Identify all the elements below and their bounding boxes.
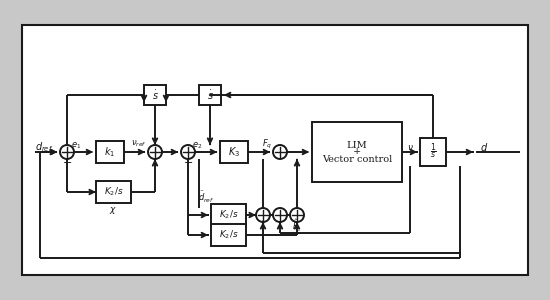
Circle shape: [256, 208, 270, 222]
Text: $d$: $d$: [480, 141, 488, 153]
Text: $e_2$: $e_2$: [192, 141, 202, 151]
Text: $\nu_{ref}$: $\nu_{ref}$: [131, 139, 147, 149]
Text: $\hat{F}_L$: $\hat{F}_L$: [292, 218, 302, 234]
Text: $\dot{i}$: $\dot{i}$: [261, 219, 265, 233]
Text: $-$: $-$: [183, 156, 193, 166]
Text: $\ddot{d}_{ref}$: $\ddot{d}_{ref}$: [198, 189, 214, 205]
Text: $K_2/s$: $K_2/s$: [219, 209, 238, 221]
Text: $K_2/s$: $K_2/s$: [103, 186, 123, 198]
Bar: [22, 25, 528, 275]
Text: $\frac{1}{s}$: $\frac{1}{s}$: [430, 142, 437, 162]
Bar: [211, 224, 246, 246]
Text: $\dot{s}$: $\dot{s}$: [207, 88, 213, 102]
Bar: [96, 181, 131, 203]
Bar: [420, 138, 446, 166]
Text: $\chi$: $\chi$: [109, 205, 117, 215]
Circle shape: [273, 145, 287, 159]
Text: $-$: $-$: [62, 156, 72, 166]
Bar: [220, 141, 248, 163]
Text: $\nu$: $\nu$: [406, 142, 414, 152]
Text: $k_1$: $k_1$: [104, 145, 116, 159]
Circle shape: [148, 145, 162, 159]
Bar: [312, 122, 402, 182]
Text: Vector control: Vector control: [322, 154, 392, 164]
Text: $d_{ref}$: $d_{ref}$: [35, 140, 53, 154]
Circle shape: [290, 208, 304, 222]
Circle shape: [60, 145, 74, 159]
Circle shape: [273, 208, 287, 222]
Text: $F_q$: $F_q$: [262, 137, 272, 151]
Circle shape: [181, 145, 195, 159]
Text: $K_3$: $K_3$: [228, 145, 240, 159]
Bar: [96, 141, 124, 163]
Text: $\dot{s}$: $\dot{s}$: [152, 88, 158, 102]
Text: $e_1$: $e_1$: [71, 141, 81, 151]
Bar: [144, 85, 166, 105]
Text: LIM: LIM: [346, 140, 367, 149]
Text: +: +: [353, 148, 361, 157]
Text: $K_2/s$: $K_2/s$: [219, 229, 238, 241]
Bar: [211, 204, 246, 226]
Bar: [199, 85, 221, 105]
